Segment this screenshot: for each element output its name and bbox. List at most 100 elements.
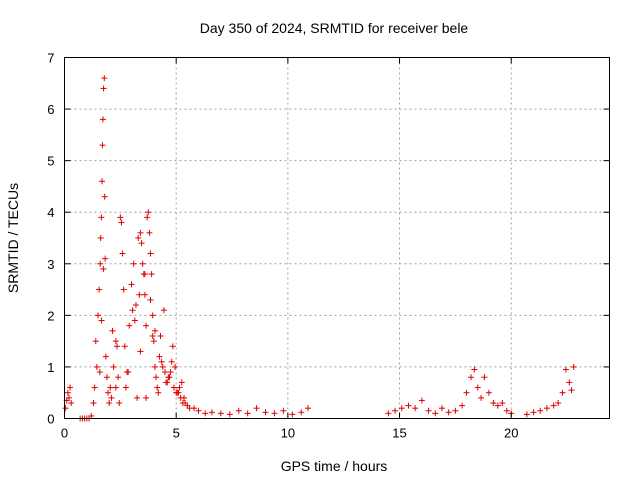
data-point — [119, 250, 126, 257]
data-point — [169, 343, 176, 350]
data-point — [530, 409, 537, 416]
y-tick-label: 3 — [47, 257, 54, 272]
data-point — [106, 400, 113, 407]
data-point — [129, 307, 136, 314]
data-point — [101, 193, 108, 200]
data-point — [160, 307, 167, 314]
data-point — [120, 286, 127, 293]
data-point — [172, 363, 179, 370]
data-point — [162, 369, 169, 376]
data-point — [405, 402, 412, 409]
data-point — [121, 343, 128, 350]
grid-lines — [64, 57, 610, 419]
x-tick-label: 0 — [61, 426, 68, 441]
data-point — [170, 384, 177, 391]
data-point — [463, 389, 470, 396]
data-point — [298, 409, 305, 416]
y-tick-label: 0 — [47, 412, 54, 427]
data-point — [570, 363, 577, 370]
x-tick-label: 20 — [504, 426, 518, 441]
data-point — [202, 410, 209, 417]
y-axis-label: SRMTID / TECUs — [5, 183, 21, 293]
data-point — [217, 410, 224, 417]
data-point — [398, 405, 405, 412]
data-point — [174, 389, 181, 396]
data-point — [98, 317, 105, 324]
data-point — [244, 410, 251, 417]
plot-frame — [64, 57, 610, 419]
data-point — [110, 363, 117, 370]
data-point — [280, 407, 287, 414]
y-tick-label: 6 — [47, 102, 54, 117]
data-point — [109, 327, 116, 334]
data-point — [138, 240, 145, 247]
x-tick-label: 15 — [392, 426, 406, 441]
data-point — [452, 407, 459, 414]
data-point — [102, 353, 109, 360]
data-point — [158, 358, 165, 365]
data-point — [167, 369, 174, 376]
data-point — [148, 271, 155, 278]
data-point — [147, 296, 154, 303]
x-tick-label: 5 — [173, 426, 180, 441]
data-point — [98, 214, 105, 221]
data-point — [459, 402, 466, 409]
data-point — [151, 327, 158, 334]
data-point — [141, 291, 148, 298]
data-point — [149, 332, 156, 339]
data-point — [112, 384, 119, 391]
data-points — [62, 75, 577, 422]
data-point — [392, 407, 399, 414]
data-point — [101, 75, 108, 82]
data-point — [144, 214, 151, 221]
data-point — [176, 384, 183, 391]
data-point — [122, 384, 129, 391]
data-point — [134, 394, 141, 401]
data-point — [468, 374, 475, 381]
data-point — [178, 379, 185, 386]
data-point — [304, 405, 311, 412]
data-point — [559, 389, 566, 396]
y-tick-label: 4 — [47, 205, 54, 220]
data-point — [537, 407, 544, 414]
data-point — [115, 374, 122, 381]
data-point — [168, 358, 175, 365]
data-point — [100, 85, 107, 92]
data-point — [153, 374, 160, 381]
data-point — [118, 219, 125, 226]
data-point — [92, 338, 99, 345]
y-tick-label: 5 — [47, 154, 54, 169]
data-point — [141, 271, 148, 278]
data-point — [157, 332, 164, 339]
data-point — [195, 407, 202, 414]
data-point — [474, 384, 481, 391]
y-tick-labels: 0 1 2 3 4 5 6 7 — [47, 51, 54, 427]
data-point — [494, 402, 501, 409]
data-point — [432, 410, 439, 417]
y-tick-label: 7 — [47, 51, 54, 66]
data-point — [418, 397, 425, 404]
data-point — [97, 260, 104, 267]
data-point — [137, 229, 144, 236]
data-point — [478, 394, 485, 401]
data-point — [490, 400, 497, 407]
data-point — [191, 405, 198, 412]
data-point — [64, 389, 71, 396]
data-point — [116, 400, 123, 407]
data-point — [154, 384, 161, 391]
x-axis-label: GPS time / hours — [281, 458, 388, 474]
data-point — [96, 369, 103, 376]
data-point — [471, 366, 478, 373]
data-point — [425, 407, 432, 414]
data-point — [125, 369, 132, 376]
data-point — [289, 411, 296, 418]
data-point — [139, 260, 146, 267]
data-point — [523, 411, 530, 418]
data-point — [68, 400, 75, 407]
y-tick-label: 2 — [47, 308, 54, 323]
data-point — [100, 265, 107, 272]
data-point — [499, 400, 506, 407]
data-point — [105, 389, 112, 396]
data-point — [485, 389, 492, 396]
